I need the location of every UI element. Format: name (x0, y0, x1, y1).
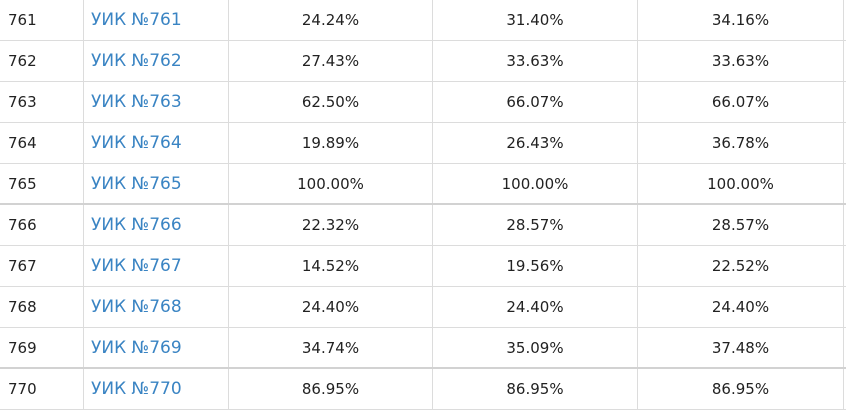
value-cell-3: 86.95% (638, 369, 844, 409)
value-cell-3: 37.48% (638, 328, 844, 367)
value-cell-3: 24.40% (638, 287, 844, 327)
table-row: 765 УИК №765 100.00% 100.00% 100.00% (0, 164, 846, 205)
row-number: 767 (0, 246, 84, 286)
uik-link[interactable]: УИК №763 (91, 92, 182, 112)
row-number: 768 (0, 287, 84, 327)
value-cell-1: 34.74% (229, 328, 433, 367)
uik-link[interactable]: УИК №762 (91, 51, 182, 71)
value-cell-2: 24.40% (433, 287, 638, 327)
value-cell-2: 100.00% (433, 164, 638, 203)
table-row: 764 УИК №764 19.89% 26.43% 36.78% (0, 123, 846, 164)
row-name-cell: УИК №770 (84, 369, 229, 409)
value-cell-3: 36.78% (638, 123, 844, 163)
row-name-cell: УИК №769 (84, 328, 229, 367)
value-cell-3: 66.07% (638, 82, 844, 122)
row-number: 769 (0, 328, 84, 367)
value-cell-1: 62.50% (229, 82, 433, 122)
table-row: 762 УИК №762 27.43% 33.63% 33.63% (0, 41, 846, 82)
value-cell-1: 14.52% (229, 246, 433, 286)
row-number: 765 (0, 164, 84, 203)
value-cell-1: 27.43% (229, 41, 433, 81)
row-number: 761 (0, 0, 84, 40)
value-cell-3: 28.57% (638, 205, 844, 245)
value-cell-2: 86.95% (433, 369, 638, 409)
value-cell-3: 100.00% (638, 164, 844, 203)
value-cell-1: 24.40% (229, 287, 433, 327)
table-row: 769 УИК №769 34.74% 35.09% 37.48% (0, 328, 846, 369)
row-name-cell: УИК №761 (84, 0, 229, 40)
value-cell-2: 33.63% (433, 41, 638, 81)
row-number: 766 (0, 205, 84, 245)
table-row: 770 УИК №770 86.95% 86.95% 86.95% (0, 369, 846, 410)
uik-link[interactable]: УИК №761 (91, 10, 182, 30)
value-cell-2: 66.07% (433, 82, 638, 122)
table-row: 767 УИК №767 14.52% 19.56% 22.52% (0, 246, 846, 287)
row-number: 770 (0, 369, 84, 409)
table-row: 761 УИК №761 24.24% 31.40% 34.16% (0, 0, 846, 41)
table-row: 766 УИК №766 22.32% 28.57% 28.57% (0, 205, 846, 246)
row-name-cell: УИК №767 (84, 246, 229, 286)
row-name-cell: УИК №762 (84, 41, 229, 81)
table-row: 768 УИК №768 24.40% 24.40% 24.40% (0, 287, 846, 328)
uik-link[interactable]: УИК №764 (91, 133, 182, 153)
row-name-cell: УИК №764 (84, 123, 229, 163)
row-number: 764 (0, 123, 84, 163)
value-cell-1: 19.89% (229, 123, 433, 163)
row-number: 762 (0, 41, 84, 81)
value-cell-3: 22.52% (638, 246, 844, 286)
uik-link[interactable]: УИК №766 (91, 215, 182, 235)
row-name-cell: УИК №763 (84, 82, 229, 122)
value-cell-2: 28.57% (433, 205, 638, 245)
uik-link[interactable]: УИК №768 (91, 297, 182, 317)
uik-link[interactable]: УИК №769 (91, 337, 182, 358)
uik-link[interactable]: УИК №765 (91, 173, 182, 194)
value-cell-2: 19.56% (433, 246, 638, 286)
value-cell-2: 35.09% (433, 328, 638, 367)
value-cell-1: 100.00% (229, 164, 433, 203)
value-cell-1: 86.95% (229, 369, 433, 409)
value-cell-3: 33.63% (638, 41, 844, 81)
uik-link[interactable]: УИК №767 (91, 256, 182, 276)
value-cell-2: 26.43% (433, 123, 638, 163)
uik-link[interactable]: УИК №770 (91, 379, 182, 399)
value-cell-2: 31.40% (433, 0, 638, 40)
value-cell-1: 22.32% (229, 205, 433, 245)
row-name-cell: УИК №768 (84, 287, 229, 327)
table-row: 763 УИК №763 62.50% 66.07% 66.07% (0, 82, 846, 123)
row-name-cell: УИК №766 (84, 205, 229, 245)
row-name-cell: УИК №765 (84, 164, 229, 203)
value-cell-1: 24.24% (229, 0, 433, 40)
value-cell-3: 34.16% (638, 0, 844, 40)
row-number: 763 (0, 82, 84, 122)
